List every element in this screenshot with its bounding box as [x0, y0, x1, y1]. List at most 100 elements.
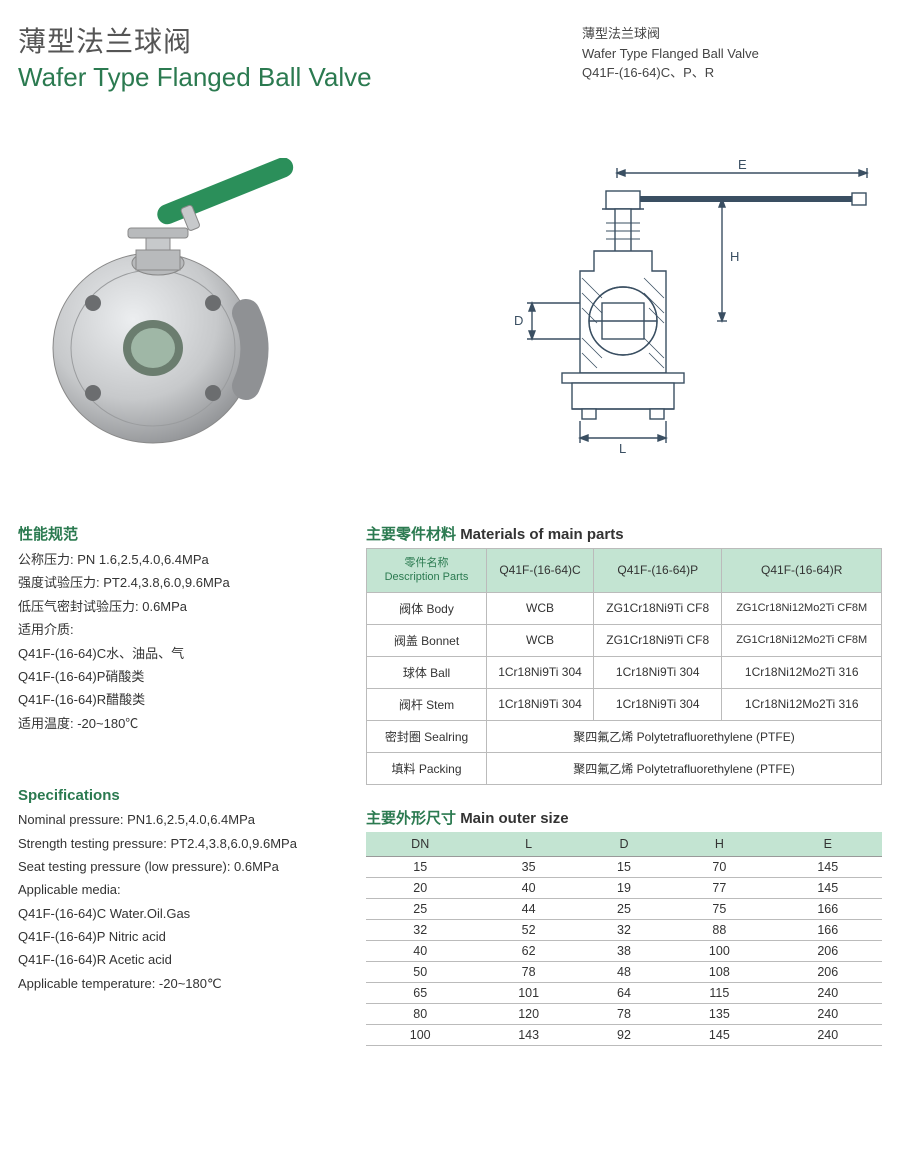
- sizes-cell: 145: [774, 856, 882, 877]
- materials-row: 球体 Ball1Cr18Ni9Ti 3041Cr18Ni9Ti 3041Cr18…: [367, 656, 882, 688]
- materials-cell: 球体 Ball: [367, 656, 487, 688]
- sizes-cell: 48: [583, 961, 665, 982]
- sizes-row: 20401977145: [366, 877, 882, 898]
- meta-en: Wafer Type Flanged Ball Valve: [582, 44, 882, 64]
- spec-line: 适用介质:: [18, 618, 338, 641]
- spec-line: 低压气密封试验压力: 0.6MPa: [18, 595, 338, 618]
- spec-line: Q41F-(16-64)C Water.Oil.Gas: [18, 902, 338, 925]
- spec-line: Q41F-(16-64)P Nitric acid: [18, 925, 338, 948]
- sizes-col-header: DN: [366, 832, 474, 857]
- spec-line: Applicable temperature: -20~180℃: [18, 972, 338, 995]
- spec-line: 强度试验压力: PT2.4,3.8,6.0,9.6MPa: [18, 571, 338, 594]
- sizes-cell: 32: [583, 919, 665, 940]
- sizes-cell: 240: [774, 982, 882, 1003]
- sizes-cell: 78: [474, 961, 582, 982]
- spec-line: Q41F-(16-64)R醋酸类: [18, 688, 338, 711]
- sizes-cell: 40: [366, 940, 474, 961]
- materials-cell: 聚四氟乙烯 Polytetrafluorethylene (PTFE): [487, 752, 882, 784]
- sizes-cell: 100: [665, 940, 773, 961]
- materials-cell: WCB: [487, 624, 594, 656]
- materials-cell: 阀杆 Stem: [367, 688, 487, 720]
- sizes-col-header: E: [774, 832, 882, 857]
- meta-block: 薄型法兰球阀 Wafer Type Flanged Ball Valve Q41…: [582, 20, 882, 83]
- spec-line: Nominal pressure: PN1.6,2.5,4.0,6.4MPa: [18, 808, 338, 831]
- materials-row: 密封圈 Sealring聚四氟乙烯 Polytetrafluorethylene…: [367, 720, 882, 752]
- sizes-cell: 240: [774, 1024, 882, 1045]
- spec-title-en: Specifications: [18, 787, 338, 804]
- materials-cell: WCB: [487, 592, 594, 624]
- sizes-cell: 145: [774, 877, 882, 898]
- materials-col-header: Q41F-(16-64)R: [722, 549, 882, 593]
- sizes-table: DNLDHE 153515701452040197714525442575166…: [366, 832, 882, 1046]
- left-column: 性能规范 公称压力: PN 1.6,2.5,4.0,6.4MPa强度试验压力: …: [18, 523, 338, 1046]
- sizes-cell: 35: [474, 856, 582, 877]
- sizes-cell: 25: [366, 898, 474, 919]
- sizes-row: 25442575166: [366, 898, 882, 919]
- header: 薄型法兰球阀 Wafer Type Flanged Ball Valve 薄型法…: [18, 20, 882, 93]
- materials-cell: 阀盖 Bonnet: [367, 624, 487, 656]
- materials-cell: 1Cr18Ni9Ti 304: [487, 688, 594, 720]
- sizes-cell: 70: [665, 856, 773, 877]
- sizes-cell: 108: [665, 961, 773, 982]
- sizes-cell: 80: [366, 1003, 474, 1024]
- handle-brand-text: RUFF: [210, 158, 242, 170]
- sizes-cell: 166: [774, 898, 882, 919]
- sizes-cell: 38: [583, 940, 665, 961]
- materials-row: 阀体 BodyWCBZG1Cr18Ni9Ti CF8ZG1Cr18Ni12Mo2…: [367, 592, 882, 624]
- product-photo: RUFF: [18, 158, 338, 458]
- sizes-cell: 52: [474, 919, 582, 940]
- materials-cell: 1Cr18Ni9Ti 304: [487, 656, 594, 688]
- title-block: 薄型法兰球阀 Wafer Type Flanged Ball Valve: [18, 20, 372, 93]
- sizes-row: 406238100206: [366, 940, 882, 961]
- sizes-col-header: D: [583, 832, 665, 857]
- spec-line: 适用温度: -20~180℃: [18, 712, 338, 735]
- sizes-row: 32523288166: [366, 919, 882, 940]
- spec-line: Q41F-(16-64)R Acetic acid: [18, 948, 338, 971]
- sizes-cell: 77: [665, 877, 773, 898]
- sizes-cell: 65: [366, 982, 474, 1003]
- sizes-cell: 240: [774, 1003, 882, 1024]
- materials-cell: 密封圈 Sealring: [367, 720, 487, 752]
- materials-cell: 阀体 Body: [367, 592, 487, 624]
- sizes-row: 6510164115240: [366, 982, 882, 1003]
- materials-row: 填料 Packing聚四氟乙烯 Polytetrafluorethylene (…: [367, 752, 882, 784]
- sizes-cell: 78: [583, 1003, 665, 1024]
- title-en: Wafer Type Flanged Ball Valve: [18, 62, 372, 93]
- right-column: 主要零件材料 Materials of main parts 零件名称Descr…: [366, 523, 882, 1046]
- materials-row: 阀杆 Stem1Cr18Ni9Ti 3041Cr18Ni9Ti 3041Cr18…: [367, 688, 882, 720]
- technical-diagram: E H D L: [502, 153, 882, 463]
- dim-label-l: L: [619, 441, 626, 456]
- perf-list-cn: 公称压力: PN 1.6,2.5,4.0,6.4MPa强度试验压力: PT2.4…: [18, 548, 338, 735]
- dim-label-h: H: [730, 249, 739, 264]
- materials-cell: 1Cr18Ni9Ti 304: [594, 656, 722, 688]
- sizes-title: 主要外形尺寸 Main outer size: [366, 807, 882, 828]
- sizes-cell: 115: [665, 982, 773, 1003]
- sizes-col-header: L: [474, 832, 582, 857]
- materials-table: 零件名称Description PartsQ41F-(16-64)CQ41F-(…: [366, 548, 882, 785]
- perf-title-cn: 性能规范: [18, 523, 338, 544]
- sizes-row: 8012078135240: [366, 1003, 882, 1024]
- sizes-cell: 64: [583, 982, 665, 1003]
- sizes-col-header: H: [665, 832, 773, 857]
- sizes-cell: 120: [474, 1003, 582, 1024]
- sizes-cell: 101: [474, 982, 582, 1003]
- perf-list-en: Nominal pressure: PN1.6,2.5,4.0,6.4MPaSt…: [18, 808, 338, 995]
- spec-line: Q41F-(16-64)P硝酸类: [18, 665, 338, 688]
- materials-cell: 聚四氟乙烯 Polytetrafluorethylene (PTFE): [487, 720, 882, 752]
- materials-cell: ZG1Cr18Ni9Ti CF8: [594, 592, 722, 624]
- sizes-cell: 143: [474, 1024, 582, 1045]
- sizes-cell: 145: [665, 1024, 773, 1045]
- materials-cell: 填料 Packing: [367, 752, 487, 784]
- meta-cn: 薄型法兰球阀: [582, 24, 882, 44]
- sizes-cell: 62: [474, 940, 582, 961]
- sizes-cell: 100: [366, 1024, 474, 1045]
- title-cn: 薄型法兰球阀: [18, 20, 372, 60]
- sizes-row: 15351570145: [366, 856, 882, 877]
- sizes-cell: 166: [774, 919, 882, 940]
- materials-col-header: 零件名称Description Parts: [367, 549, 487, 593]
- materials-cell: 1Cr18Ni9Ti 304: [594, 688, 722, 720]
- materials-cell: ZG1Cr18Ni9Ti CF8: [594, 624, 722, 656]
- sizes-cell: 206: [774, 940, 882, 961]
- sizes-cell: 44: [474, 898, 582, 919]
- content-columns: 性能规范 公称压力: PN 1.6,2.5,4.0,6.4MPa强度试验压力: …: [18, 523, 882, 1046]
